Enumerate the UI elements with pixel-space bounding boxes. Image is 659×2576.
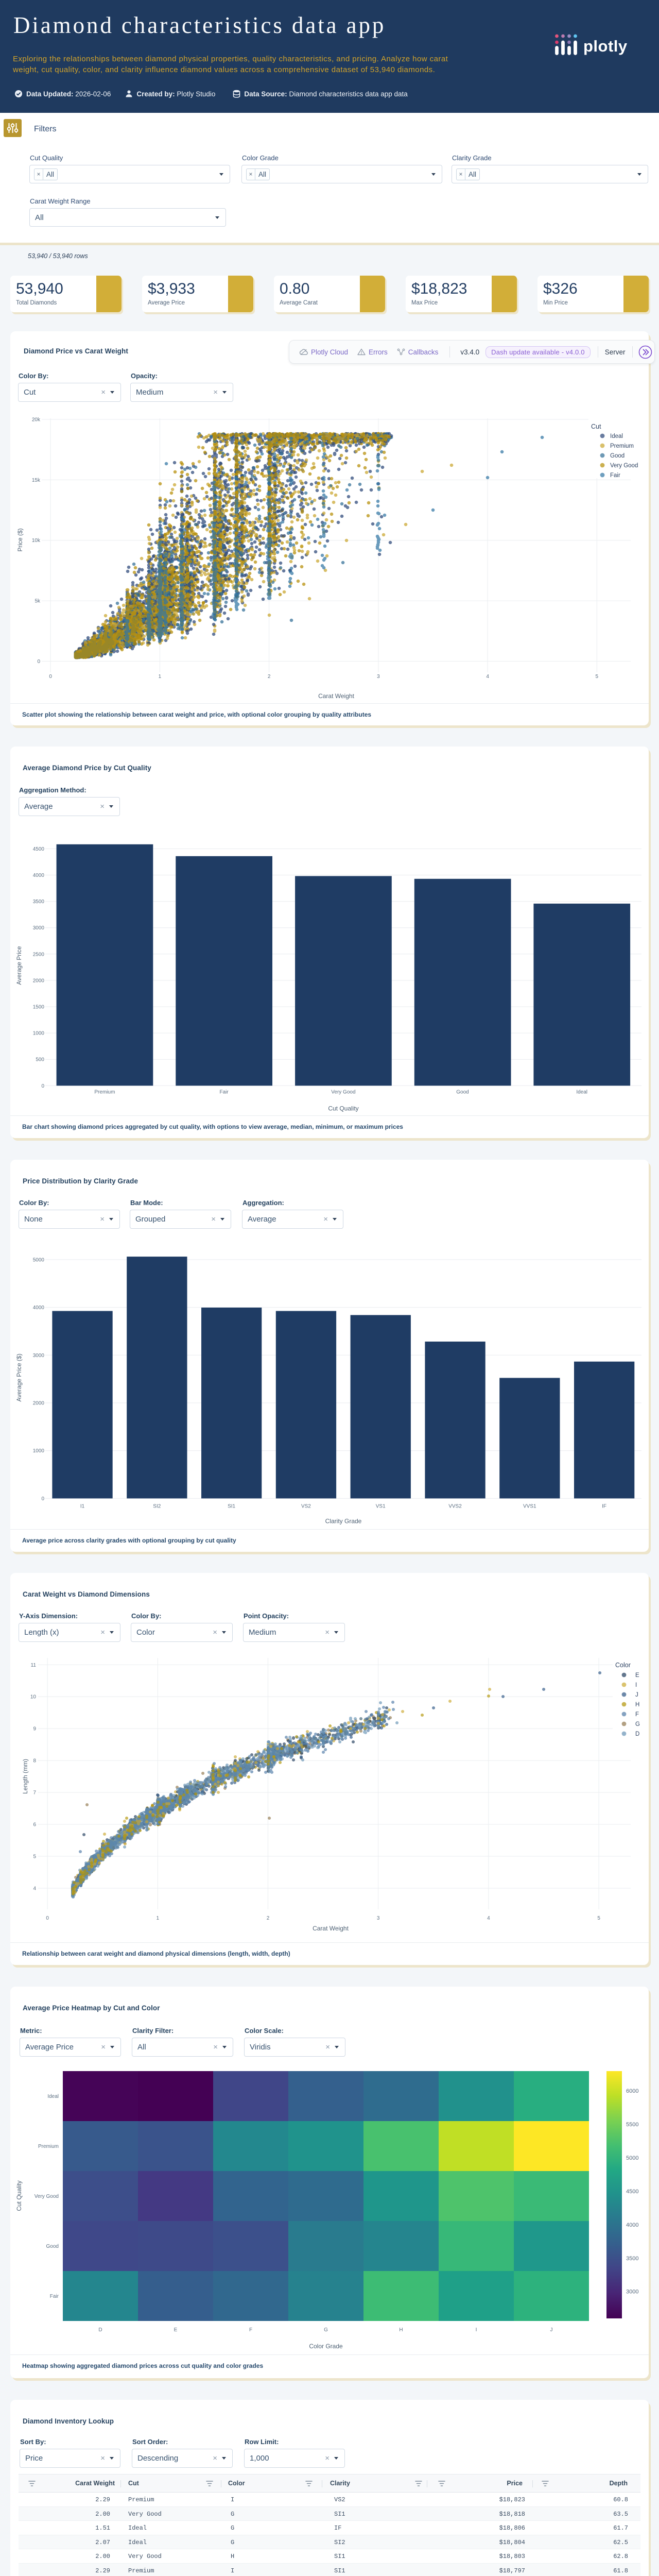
svg-text:I1: I1 bbox=[80, 1503, 85, 1509]
svg-text:H: H bbox=[635, 1702, 639, 1708]
svg-text:F: F bbox=[249, 2327, 252, 2333]
svg-text:VVS2: VVS2 bbox=[448, 1503, 462, 1509]
svg-text:Price ($): Price ($) bbox=[16, 528, 24, 551]
svg-text:500: 500 bbox=[36, 1057, 44, 1063]
svg-text:2: 2 bbox=[268, 674, 271, 680]
svg-text:3000: 3000 bbox=[33, 1353, 45, 1359]
svg-text:Premium: Premium bbox=[38, 2144, 59, 2149]
svg-text:D: D bbox=[635, 1731, 639, 1737]
svg-text:10k: 10k bbox=[32, 538, 41, 544]
svg-text:Cut Quality: Cut Quality bbox=[15, 2180, 23, 2211]
svg-text:Average Price: Average Price bbox=[15, 946, 23, 985]
svg-text:3000: 3000 bbox=[626, 2289, 638, 2295]
svg-text:H: H bbox=[399, 2327, 403, 2333]
svg-text:Premium: Premium bbox=[94, 1089, 115, 1095]
svg-text:Fair: Fair bbox=[610, 472, 620, 479]
svg-text:Good: Good bbox=[610, 453, 625, 459]
svg-text:5: 5 bbox=[597, 1916, 600, 1921]
svg-text:Color Grade: Color Grade bbox=[309, 2343, 343, 2350]
svg-text:1500: 1500 bbox=[33, 1005, 45, 1010]
svg-text:4500: 4500 bbox=[626, 2189, 638, 2195]
svg-text:4000: 4000 bbox=[33, 1305, 45, 1311]
svg-text:5000: 5000 bbox=[626, 2155, 638, 2161]
svg-text:15k: 15k bbox=[32, 478, 41, 483]
svg-text:Good: Good bbox=[46, 2244, 59, 2249]
svg-text:0: 0 bbox=[41, 1496, 44, 1502]
svg-text:1: 1 bbox=[159, 674, 162, 680]
svg-text:SI2: SI2 bbox=[153, 1503, 161, 1509]
svg-text:I: I bbox=[476, 2327, 477, 2333]
svg-text:4: 4 bbox=[33, 1886, 36, 1892]
svg-text:11: 11 bbox=[31, 1663, 37, 1668]
svg-text:F: F bbox=[635, 1711, 639, 1718]
svg-text:Good: Good bbox=[456, 1089, 469, 1095]
svg-text:Clarity Grade: Clarity Grade bbox=[325, 1517, 362, 1524]
svg-text:2500: 2500 bbox=[33, 952, 45, 957]
svg-text:G: G bbox=[324, 2327, 328, 2333]
svg-text:3: 3 bbox=[377, 1916, 380, 1921]
svg-text:4000: 4000 bbox=[626, 2222, 638, 2228]
svg-text:0: 0 bbox=[41, 1083, 44, 1089]
svg-text:Color: Color bbox=[615, 1662, 631, 1669]
svg-text:9: 9 bbox=[33, 1726, 36, 1732]
svg-text:I: I bbox=[635, 1682, 637, 1688]
svg-text:SI1: SI1 bbox=[228, 1503, 235, 1509]
svg-text:10: 10 bbox=[30, 1694, 37, 1700]
svg-text:Cut Quality: Cut Quality bbox=[328, 1105, 358, 1112]
svg-text:Ideal: Ideal bbox=[576, 1089, 587, 1095]
svg-text:4: 4 bbox=[487, 1916, 490, 1921]
svg-text:E: E bbox=[635, 1672, 639, 1679]
svg-text:6: 6 bbox=[33, 1822, 36, 1828]
svg-text:Length (mm): Length (mm) bbox=[22, 1759, 29, 1794]
svg-text:Premium: Premium bbox=[610, 443, 634, 449]
svg-text:VS2: VS2 bbox=[301, 1503, 311, 1509]
svg-text:3000: 3000 bbox=[33, 925, 45, 931]
svg-text:VVS1: VVS1 bbox=[523, 1503, 536, 1509]
svg-text:1000: 1000 bbox=[33, 1448, 45, 1454]
svg-text:plotly: plotly bbox=[583, 37, 628, 55]
svg-text:0: 0 bbox=[46, 1916, 49, 1921]
svg-text:Carat Weight: Carat Weight bbox=[313, 1925, 349, 1932]
svg-text:6000: 6000 bbox=[626, 2088, 638, 2094]
svg-text:1: 1 bbox=[157, 1916, 160, 1921]
svg-text:Very Good: Very Good bbox=[610, 463, 638, 469]
svg-text:4500: 4500 bbox=[33, 846, 45, 852]
svg-text:5000: 5000 bbox=[33, 1257, 45, 1263]
svg-text:Very Good: Very Good bbox=[34, 2194, 59, 2199]
svg-text:2000: 2000 bbox=[33, 978, 45, 984]
svg-text:IF: IF bbox=[602, 1503, 606, 1509]
svg-text:0: 0 bbox=[49, 674, 52, 680]
svg-text:D: D bbox=[98, 2327, 102, 2333]
svg-text:Fair: Fair bbox=[50, 2294, 59, 2299]
svg-text:VS1: VS1 bbox=[376, 1503, 386, 1509]
svg-text:J: J bbox=[635, 1692, 638, 1698]
svg-text:Ideal: Ideal bbox=[47, 2094, 59, 2099]
svg-text:4000: 4000 bbox=[33, 873, 45, 878]
svg-text:3500: 3500 bbox=[33, 899, 45, 905]
svg-text:E: E bbox=[174, 2327, 178, 2333]
svg-text:5: 5 bbox=[33, 1854, 36, 1860]
svg-text:2000: 2000 bbox=[33, 1401, 45, 1406]
svg-text:Cut: Cut bbox=[591, 423, 601, 430]
svg-text:7: 7 bbox=[33, 1790, 36, 1796]
svg-text:Carat Weight: Carat Weight bbox=[318, 692, 354, 700]
svg-text:8: 8 bbox=[33, 1758, 36, 1764]
svg-text:Average Price ($): Average Price ($) bbox=[15, 1353, 23, 1401]
svg-text:3: 3 bbox=[377, 674, 380, 680]
svg-text:G: G bbox=[635, 1721, 640, 1727]
svg-text:Very Good: Very Good bbox=[331, 1089, 355, 1095]
svg-text:3500: 3500 bbox=[626, 2256, 638, 2262]
svg-text:1000: 1000 bbox=[33, 1031, 45, 1037]
svg-text:Ideal: Ideal bbox=[610, 433, 623, 439]
svg-text:5k: 5k bbox=[34, 599, 41, 604]
svg-text:Fair: Fair bbox=[219, 1089, 229, 1095]
svg-text:5500: 5500 bbox=[626, 2122, 638, 2128]
svg-text:2: 2 bbox=[267, 1916, 270, 1921]
svg-text:5: 5 bbox=[596, 674, 599, 680]
svg-text:20k: 20k bbox=[32, 417, 41, 423]
svg-text:0: 0 bbox=[37, 659, 40, 665]
svg-text:J: J bbox=[550, 2327, 553, 2333]
svg-text:4: 4 bbox=[486, 674, 489, 680]
